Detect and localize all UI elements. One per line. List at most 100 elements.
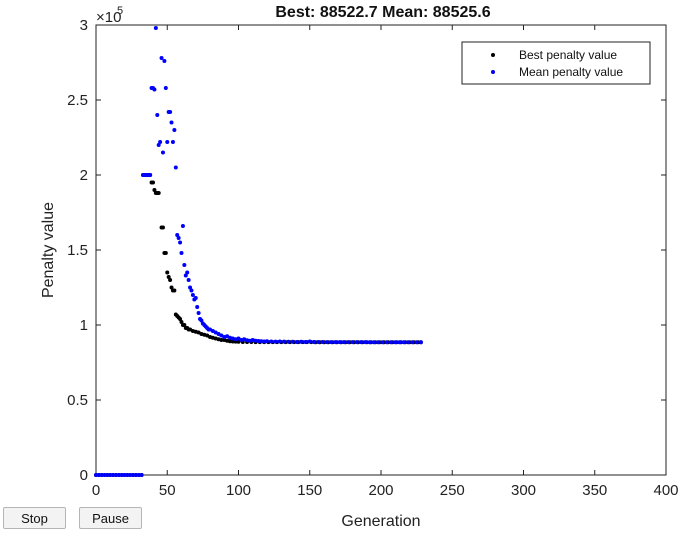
x-tick-label: 250 (440, 482, 465, 499)
mean-point (414, 340, 419, 345)
x-tick-label: 300 (511, 482, 536, 499)
mean-point (139, 473, 144, 477)
mean-point (155, 113, 160, 117)
mean-point (299, 339, 304, 344)
mean-point (113, 473, 118, 477)
mean-point (163, 86, 168, 90)
mean-point (406, 340, 411, 345)
mean-point (153, 26, 158, 30)
mean-point (173, 165, 178, 170)
y-tick-label: 1 (80, 317, 88, 334)
series-best (94, 173, 423, 477)
mean-point (99, 473, 104, 477)
mean-point (401, 340, 406, 345)
chart-title: Best: 88522.7 Mean: 88525.6 (275, 4, 490, 21)
mean-point (133, 473, 138, 477)
mean-point (350, 340, 355, 345)
mean-point (273, 339, 278, 344)
x-tick-label: 0 (92, 482, 100, 499)
x-tick-label: 400 (653, 482, 678, 499)
y-tick-label: 0.5 (67, 392, 88, 409)
mean-point (388, 340, 393, 345)
mean-point (186, 278, 191, 282)
best-point (160, 225, 165, 230)
mean-point (169, 120, 174, 125)
mean-point (183, 273, 188, 278)
mean-point (168, 110, 173, 114)
mean-point (320, 340, 325, 345)
x-axis-label: Generation (341, 513, 420, 530)
mean-point (265, 339, 269, 344)
mean-point (393, 340, 398, 345)
best-point (169, 285, 174, 290)
mean-point (131, 473, 136, 477)
mean-point (185, 270, 190, 275)
mean-point (418, 340, 423, 345)
mean-point (119, 473, 124, 477)
mean-point (380, 340, 385, 345)
legend-box (461, 41, 651, 85)
mean-point (303, 339, 308, 344)
y-tick-label: 1.5 (67, 242, 88, 259)
mean-point (294, 339, 299, 344)
best-point (219, 338, 224, 342)
mean-point (363, 340, 368, 345)
series-mean (94, 26, 423, 477)
mean-point (341, 340, 346, 345)
mean-point (282, 339, 287, 344)
mean-point (190, 293, 195, 297)
mean-point (122, 473, 127, 477)
x-tick-label: 100 (226, 482, 251, 499)
mean-point (359, 340, 364, 345)
y-tick-label: 2 (80, 167, 88, 184)
mean-point (102, 473, 107, 477)
mean-point (346, 340, 351, 345)
best-point (236, 339, 241, 344)
mean-point (410, 340, 415, 345)
y-tick-label: 0 (80, 467, 88, 484)
mean-point (96, 473, 101, 477)
mean-point (176, 236, 181, 240)
y-tick-label: 2.5 (67, 92, 88, 109)
best-point (166, 275, 171, 279)
mean-point (189, 288, 194, 293)
mean-point (136, 473, 141, 477)
best-point (163, 251, 168, 255)
pause-button[interactable]: Pause (79, 507, 142, 529)
y-exponent-power: 5 (117, 5, 123, 17)
mean-point (199, 318, 204, 323)
legend-marker-mean (491, 70, 495, 74)
mean-point (159, 56, 164, 60)
best-point (156, 191, 161, 195)
mean-point (182, 263, 187, 267)
mean-point (367, 340, 372, 345)
mean-point (277, 339, 282, 344)
best-point (230, 339, 235, 344)
mean-point (108, 473, 113, 477)
legend: Best penalty value Mean penalty value (461, 41, 651, 85)
mean-point (195, 305, 200, 309)
mean-point (128, 473, 133, 477)
best-point (152, 188, 157, 192)
plot-area-frame (95, 24, 667, 476)
mean-point (172, 128, 177, 132)
mean-point (94, 473, 98, 477)
y-tick-label: 3 (80, 17, 88, 34)
mean-point (329, 340, 334, 345)
best-point (168, 278, 173, 282)
mean-point (324, 340, 329, 345)
mean-point (196, 311, 201, 315)
best-point (172, 288, 177, 293)
mean-point (337, 340, 342, 345)
stop-button[interactable]: Stop (3, 507, 66, 529)
mean-point (316, 340, 321, 345)
best-point (178, 317, 183, 321)
best-point (151, 180, 155, 185)
mean-point (384, 340, 389, 345)
x-tick-label: 50 (159, 482, 176, 499)
mean-point (193, 296, 198, 300)
mean-point (158, 140, 163, 144)
mean-point (256, 339, 261, 344)
mean-point (312, 339, 317, 344)
